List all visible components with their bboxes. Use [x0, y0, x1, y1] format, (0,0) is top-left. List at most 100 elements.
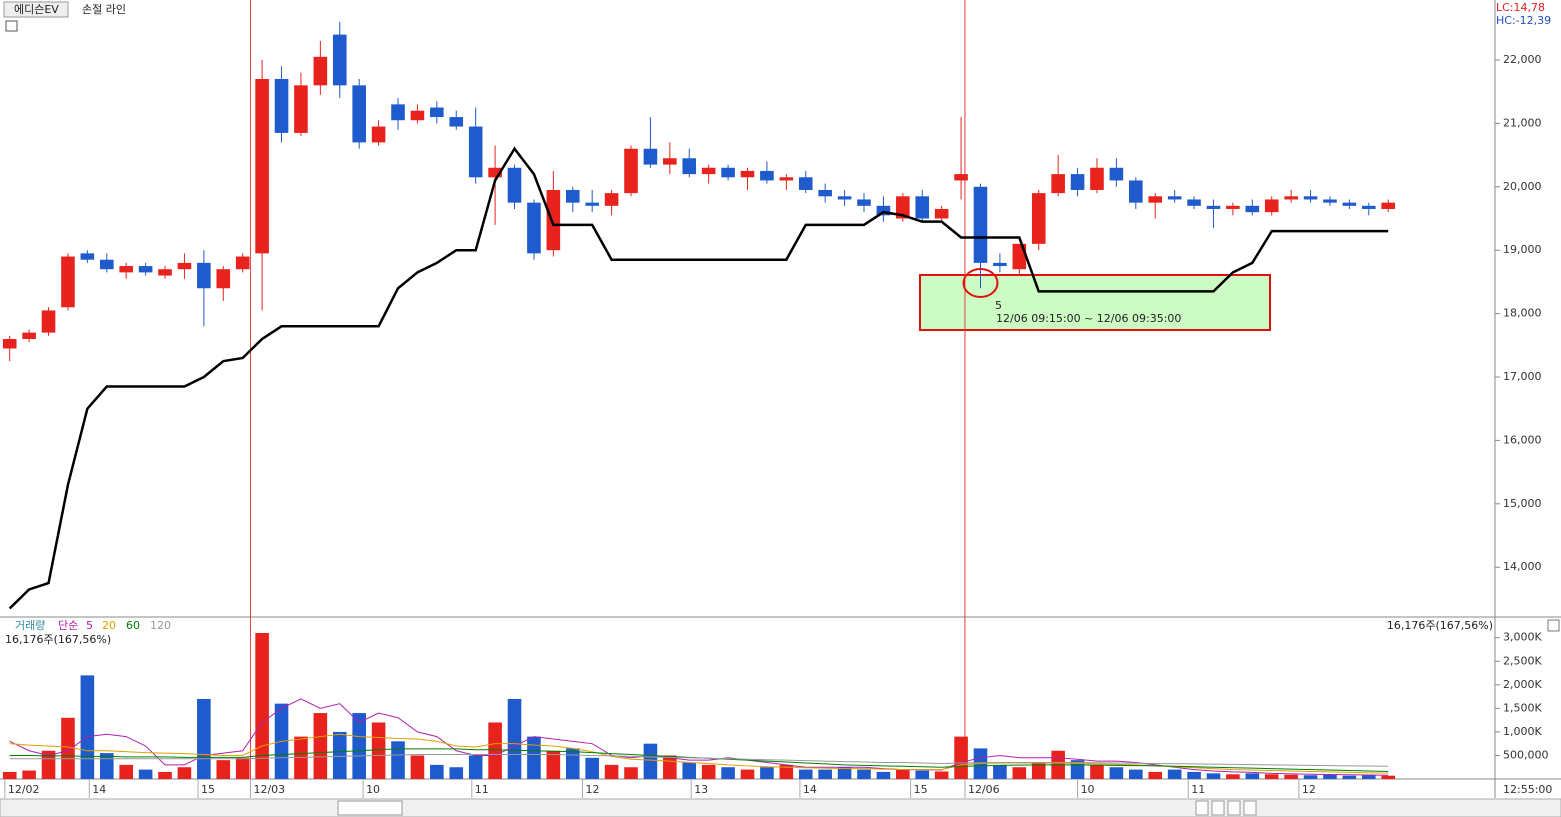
candle-body — [235, 256, 250, 270]
x-tick-label: 10 — [366, 783, 380, 796]
y-tick-label: 2,500K — [1503, 654, 1542, 667]
volume-bar — [624, 767, 638, 779]
volume-bar — [1090, 764, 1104, 779]
y-tick-label: 17,000 — [1503, 370, 1542, 383]
candle-body — [1031, 193, 1046, 244]
y-tick-label: 1,000K — [1503, 725, 1542, 738]
volume-bar — [99, 753, 114, 779]
candle-body — [1284, 196, 1298, 200]
candle-body — [507, 167, 522, 203]
candle-body — [818, 189, 832, 197]
candle-body — [99, 259, 114, 270]
title-box[interactable] — [3, 1, 69, 18]
volume-bar — [1031, 762, 1046, 779]
volume-current-right: 16,176주(167,56%) — [1387, 619, 1493, 632]
candle-body — [798, 177, 813, 190]
panel-close[interactable] — [1547, 619, 1560, 632]
scroll-buttons — [1195, 800, 1257, 816]
candle-body — [313, 56, 328, 86]
volume-bar — [1323, 774, 1337, 779]
volume-bar — [1109, 767, 1124, 779]
volume-bar — [1129, 769, 1143, 779]
candle-body — [682, 158, 697, 175]
x-tick-label: 10 — [1081, 783, 1095, 796]
candle-body — [1206, 205, 1221, 209]
scroll-thumb[interactable] — [337, 800, 403, 816]
candle-body — [468, 126, 483, 178]
ma-legend-title: 단순 — [58, 619, 78, 632]
settings-icon[interactable] — [5, 20, 18, 32]
volume-bar — [954, 736, 968, 779]
scrollbar[interactable] — [0, 798, 1561, 817]
nav-button[interactable] — [1227, 800, 1241, 816]
candle-body — [934, 208, 949, 219]
volume-bar — [837, 767, 852, 779]
candle-body — [177, 262, 192, 270]
volume-bar — [371, 722, 386, 779]
candle-body — [1381, 202, 1396, 209]
volume-bar — [507, 698, 522, 779]
volume-bar — [1148, 771, 1163, 779]
candle-body — [332, 34, 347, 86]
volume-bar — [2, 771, 17, 779]
candle-body — [896, 196, 910, 219]
volume-bar — [1264, 774, 1279, 779]
volume-current: 16,176주(167,56%) — [5, 633, 111, 646]
candle-body — [546, 189, 561, 251]
range-label: 12/06 09:15:00 ~ 12/06 09:35:00 — [996, 312, 1181, 325]
y-tick-label: 1,500K — [1503, 701, 1542, 714]
candle-body — [1129, 180, 1143, 203]
candle-body — [1303, 196, 1318, 200]
candle-body — [1342, 202, 1357, 206]
x-tick-label: 12 — [1302, 783, 1316, 796]
y-tick-label: 500,000 — [1503, 748, 1549, 761]
candle-body — [216, 269, 231, 289]
candle-body — [391, 104, 405, 121]
volume-bar — [1362, 775, 1376, 779]
nav-button[interactable] — [1195, 800, 1209, 816]
volume-bar — [565, 748, 580, 779]
candle-body — [527, 202, 541, 254]
candle-body — [1109, 167, 1124, 181]
ma-legend: 5 — [86, 619, 93, 632]
candle-body — [857, 199, 871, 206]
volume-bar — [1206, 773, 1221, 779]
x-tick-label: 12/02 — [8, 783, 40, 796]
candle-body — [449, 117, 464, 127]
volume-bar — [41, 750, 56, 779]
volume-bar — [604, 764, 619, 779]
volume-bar — [1342, 775, 1357, 779]
candle-body — [1226, 205, 1240, 209]
x-tick-label: 11 — [1191, 783, 1205, 796]
candle-body — [701, 167, 716, 175]
candle-body — [876, 205, 891, 216]
candle-body — [779, 177, 794, 181]
volume-bar — [1381, 775, 1396, 779]
highlight-circle — [962, 268, 999, 298]
volume-bar — [585, 757, 599, 779]
volume-bar — [1284, 774, 1298, 779]
volume-bar — [934, 771, 949, 779]
candle-body — [585, 202, 599, 206]
nav-button[interactable] — [1243, 800, 1257, 816]
hc-label: HC:-12,39 — [1496, 14, 1551, 27]
candle-body — [61, 256, 75, 308]
stop-line — [8, 146, 1389, 610]
volume-bar — [488, 722, 502, 779]
volume-bar — [643, 743, 658, 779]
point-label: 5 — [995, 299, 1002, 312]
nav-button[interactable] — [1211, 800, 1225, 816]
candle-body — [1090, 167, 1104, 190]
volume-bar — [546, 750, 561, 779]
volume-bar — [993, 764, 1007, 779]
candle-body — [1362, 205, 1376, 209]
volume-bar — [876, 771, 891, 779]
candle-body — [352, 85, 366, 143]
volume-title: 거래량 — [15, 619, 45, 632]
volume-bar — [1167, 769, 1182, 779]
x-tick-label: 15 — [914, 783, 928, 796]
candle-body — [294, 85, 308, 133]
volume-bar — [61, 717, 75, 779]
